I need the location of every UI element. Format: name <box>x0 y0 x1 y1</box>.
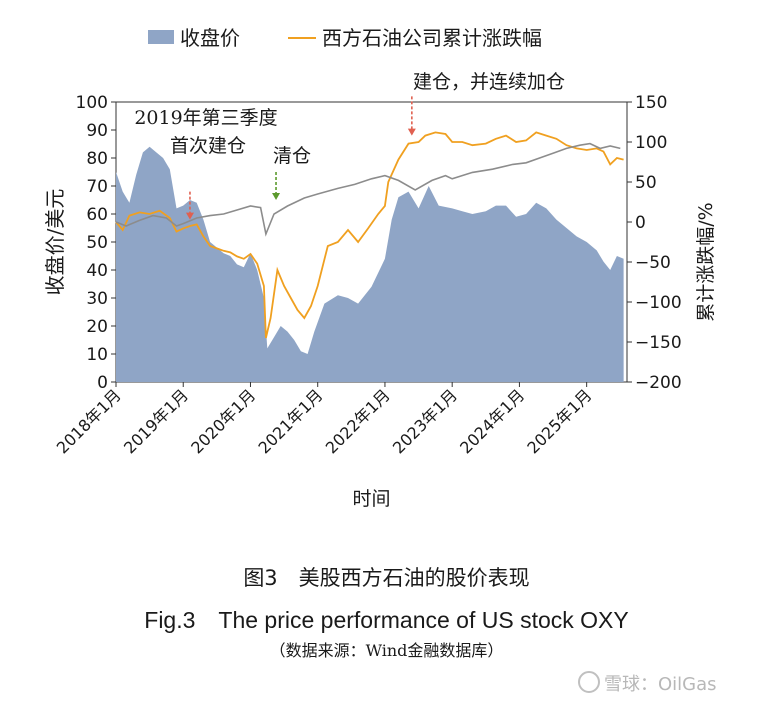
right-axis-tick-label: −150 <box>635 333 682 353</box>
annotation-first-buy-period: 2019年第三季度 <box>134 107 277 129</box>
left-axis-tick-label: 10 <box>86 345 108 365</box>
series-line-cumulative-change <box>115 131 624 339</box>
x-axis-tick-label: 2019年1月 <box>120 385 192 457</box>
watermark-text: 雪球：OilGas <box>604 674 717 695</box>
x-axis-tick-label: 2024年1月 <box>456 385 528 457</box>
x-axis-tick-label: 2022年1月 <box>322 385 394 457</box>
figure-caption-english: Fig.3 The price performance of US stock … <box>144 607 629 633</box>
right-axis-tick-label: −50 <box>635 253 671 273</box>
x-axis-tick-label: 2020年1月 <box>187 385 259 457</box>
right-axis-title: 累计涨跌幅/% <box>695 202 717 321</box>
annotation-arrow-head <box>185 212 194 220</box>
right-axis-tick-label: 50 <box>635 173 657 193</box>
left-axis-tick-label: 100 <box>76 93 108 113</box>
annotation-arrow-head <box>407 128 416 136</box>
chart: 0 10 20 30 40 50 60 70 80 90 100 −200 −150 −100 −50 0 50… <box>43 26 717 510</box>
series-area-close-price <box>116 146 624 382</box>
left-axis-tick-label: 0 <box>97 373 108 393</box>
x-axis-tick-label: 2025年1月 <box>523 385 595 457</box>
annotation-sell-out: 清仓 <box>273 145 311 167</box>
left-axis-tick-label: 70 <box>86 177 108 197</box>
data-source-note: （数据来源：Wind金融数据库） <box>269 641 504 660</box>
x-axis-tick-label: 2023年1月 <box>389 385 461 457</box>
x-axis-title: 时间 <box>352 488 390 510</box>
left-axis-tick-label: 90 <box>86 121 108 141</box>
left-axis-tick-label: 60 <box>86 205 108 225</box>
annotation-first-buy: 首次建仓 <box>170 135 246 157</box>
left-axis-tick-label: 40 <box>86 261 108 281</box>
x-axis-tick-label: 2018年1月 <box>53 385 125 457</box>
legend-label-close-price: 收盘价 <box>180 26 240 50</box>
series-line-reference <box>115 142 621 237</box>
annotation-rebuild-position: 建仓，并连续加仓 <box>413 71 565 93</box>
left-axis-tick-label: 80 <box>86 149 108 169</box>
x-axis-tick-label: 2021年1月 <box>254 385 326 457</box>
legend-swatch-close-price <box>148 30 174 44</box>
watermark: 雪球：OilGas <box>578 670 717 696</box>
snowball-logo-icon <box>578 671 600 693</box>
legend-label-cumulative-change: 西方石油公司累计涨跌幅 <box>322 26 542 50</box>
figure-caption-chinese: 图3 美股西方石油的股价表现 <box>243 566 530 590</box>
annotation-arrow-head <box>272 193 281 200</box>
right-axis-tick-label: −100 <box>635 293 682 313</box>
left-axis-tick-label: 50 <box>86 233 108 253</box>
right-axis-tick-label: 150 <box>635 93 667 113</box>
left-axis-tick-label: 30 <box>86 289 108 309</box>
left-axis-tick-label: 20 <box>86 317 108 337</box>
right-axis-tick-label: 0 <box>635 213 646 233</box>
right-axis-tick-label: 100 <box>635 133 667 153</box>
left-axis-title: 收盘价/美元 <box>43 189 67 296</box>
right-axis-tick-label: −200 <box>635 373 682 393</box>
